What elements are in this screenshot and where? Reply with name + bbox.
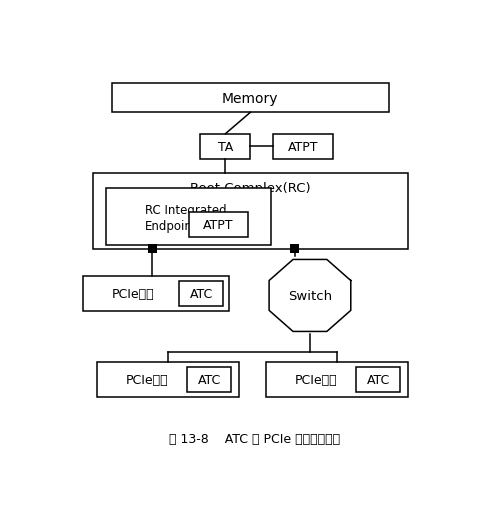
Bar [179,281,224,307]
Text: PCIe设备: PCIe设备 [295,373,337,386]
Text: ATC: ATC [367,373,390,386]
Bar [97,362,239,397]
Bar [106,189,271,245]
Bar [83,276,229,312]
Bar [200,134,250,160]
Bar [189,212,248,237]
Bar [290,245,299,254]
Text: Memory: Memory [222,91,279,106]
Text: ATPT: ATPT [288,140,318,154]
Bar [266,362,408,397]
Text: PCIe设备: PCIe设备 [125,373,168,386]
Text: ATPT: ATPT [203,218,234,231]
Bar [273,134,333,160]
Text: 图 13-8    ATC 在 PCIe 设备中的位置: 图 13-8 ATC 在 PCIe 设备中的位置 [169,432,340,445]
Bar [112,84,389,113]
Text: Root Complex(RC): Root Complex(RC) [190,182,310,195]
Bar [187,367,231,392]
Bar [356,367,400,392]
Text: Switch: Switch [288,289,332,302]
Polygon shape [269,260,351,332]
Text: RC Integrated: RC Integrated [145,204,226,217]
Bar [148,245,157,254]
Text: TA: TA [218,140,233,154]
Text: PCIe设备: PCIe设备 [112,287,155,300]
Text: ATC: ATC [189,288,213,300]
Bar [93,173,408,249]
Text: Endpoint: Endpoint [145,219,197,232]
Text: ATC: ATC [197,373,221,386]
